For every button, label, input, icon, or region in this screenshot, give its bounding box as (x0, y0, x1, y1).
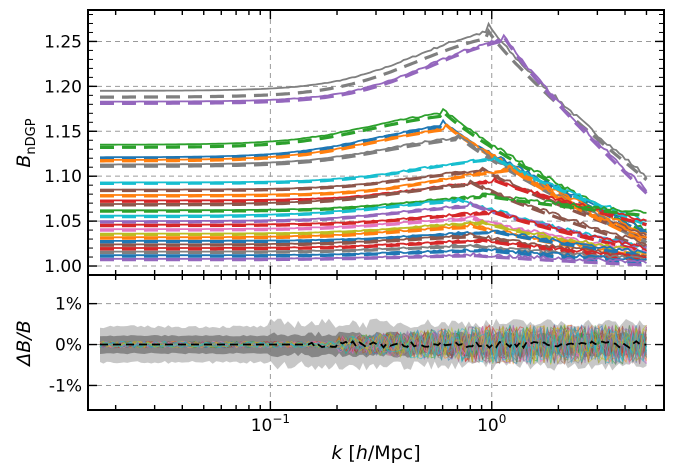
series-model-dashed-model-13 (100, 197, 647, 254)
series-line-model-2 (100, 33, 648, 192)
series-model-dashed-model-15 (100, 210, 647, 254)
series-model-dashed-model-22 (100, 243, 647, 264)
series-model-dashed-model-9 (100, 164, 648, 245)
top-panel: 1.00 1.05 1.10 1.15 1.20 1.25 BnDGP (13, 9, 665, 277)
series-model-dashed-model-3 (100, 108, 648, 236)
series-model-dashed-model-14 (100, 202, 647, 254)
series-model-dashed-model-24 (100, 253, 647, 267)
x-tick-label-0: 10−1 (251, 412, 290, 436)
top-ytick-label-3: 1.15 (44, 122, 82, 142)
series-model-dashed-model-6 (100, 133, 648, 245)
series-model-dashed-model-21 (100, 238, 647, 263)
x-tick-labels: 10−1 100 (251, 412, 507, 436)
series-line-model-1 (100, 21, 648, 179)
series-model-dashed-model-5 (100, 121, 648, 240)
top-ytick-label-5: 1.25 (44, 32, 82, 52)
series-model-dashed-model-2 (100, 33, 648, 195)
top-ytick-label-0: 1.00 (44, 257, 82, 277)
series-model-dashed-model-12 (100, 193, 647, 218)
series-model-dashed-model-20 (100, 233, 647, 263)
bottom-ytick-label-1: 0% (55, 336, 82, 356)
top-ytick-label-2: 1.10 (44, 167, 82, 187)
series-model-dashed-model-19 (100, 230, 647, 258)
series-model-dashed-model-7 (100, 156, 648, 227)
series-model-dashed-model-16 (100, 215, 647, 258)
series-model-dashed-model-17 (100, 220, 647, 258)
bottom-ytick-label-0: 1% (55, 295, 82, 315)
series-model-dashed-model-11 (100, 179, 647, 249)
bottom-panel: 1% 0% -1% ΔB/B (13, 274, 665, 411)
series-model-dashed-model-4 (100, 119, 648, 236)
x-axis-label: k [h/Mpc] (331, 442, 420, 464)
bottom-ylabel: ΔB/B (13, 320, 35, 367)
series-model-dashed-model-23 (100, 248, 647, 265)
top-ytick-label-4: 1.20 (44, 77, 82, 97)
series-model-dashed-model-1 (100, 27, 648, 182)
bottom-residual-lines (99, 318, 647, 371)
series-line-model-3 (100, 107, 647, 232)
series-model-dashed-model-18 (100, 223, 647, 261)
bottom-ticks: 1% 0% -1% (49, 275, 665, 410)
residual-mean-dashed-line (100, 339, 647, 350)
bottom-ytick-label-2: -1% (49, 376, 82, 396)
x-tick-label-1: 100 (477, 412, 506, 436)
top-ylabel: BnDGP (13, 118, 39, 167)
top-series-lines (100, 21, 648, 267)
top-ytick-label-1: 1.05 (44, 212, 82, 232)
